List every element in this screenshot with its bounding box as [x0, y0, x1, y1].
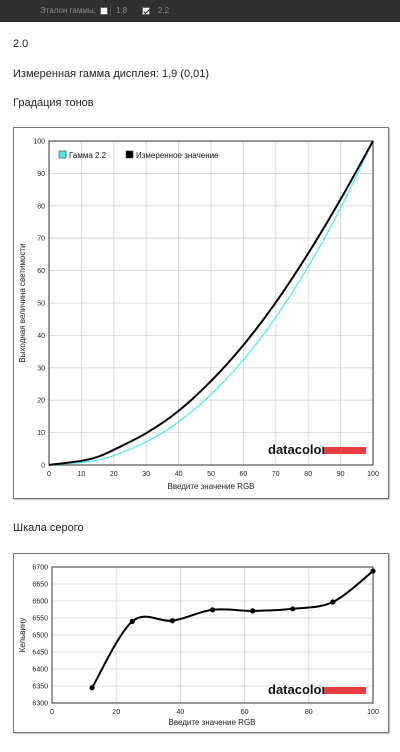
x-tick-label: 90	[337, 471, 345, 478]
data-point	[370, 568, 376, 574]
tone-gradation-svg: 0 10 20 30 40 50 60 70 80 90 100 0 10 20 30 40 50 60 70 80 9…	[18, 139, 379, 492]
y-tick-label: 10	[37, 430, 45, 437]
x-tick-label: 100	[367, 709, 379, 716]
divider	[110, 6, 111, 16]
x-tick-label: 50	[207, 471, 215, 478]
y-tick-label: 6550	[32, 616, 48, 623]
plot-frame	[51, 566, 374, 704]
y-tick-label: 30	[37, 365, 45, 372]
gray-scale-svg: 0 20 40 60 80 100 6300 6350 6400 6450 6500 6550 6600…	[18, 565, 379, 728]
x-tick-label: 80	[304, 471, 312, 478]
x-tick-label: 40	[175, 471, 183, 478]
color-temperature-line	[91, 570, 374, 689]
y-tick-label: 6500	[32, 633, 48, 640]
measured-line	[48, 140, 374, 466]
y-tick-label: 6350	[32, 684, 48, 691]
x-tick-label: 60	[240, 471, 248, 478]
x-tick-label: 60	[241, 709, 249, 716]
y-tick-label: 6300	[32, 701, 48, 708]
tone-gradation-chart: 0 10 20 30 40 50 60 70 80 90 100 0 10 20 30 40 50 60 70 80 9…	[13, 127, 389, 499]
x-tick-label: 80	[305, 709, 313, 716]
y-tick-label: 60	[37, 268, 45, 275]
y-tick-label: 100	[33, 139, 45, 146]
data-point	[129, 618, 135, 624]
datacolor-logo-bar	[324, 447, 366, 454]
x-tick-label: 100	[367, 471, 379, 478]
gamma-reference-bar: Эталон гаммы: 1.8 2.2	[0, 0, 400, 22]
legend-swatch-measured	[125, 150, 134, 159]
gamma-reference-label: Эталон гаммы:	[40, 6, 96, 15]
gray-section-title: Шкала серого	[13, 522, 84, 534]
y-tick-label: 6600	[32, 599, 48, 606]
x-tick-label: 0	[47, 471, 51, 478]
x-axis-label: Введите значение RGB	[168, 718, 255, 727]
y-tick-label: 6650	[32, 582, 48, 589]
y-tick-label: 80	[37, 203, 45, 210]
data-point	[89, 685, 95, 691]
x-tick-label: 30	[142, 471, 150, 478]
data-point	[330, 599, 336, 605]
y-tick-label: 50	[37, 301, 45, 308]
y-axis-label: Кельвину	[18, 618, 27, 653]
data-point	[209, 607, 216, 613]
gray-scale-chart: 0 20 40 60 80 100 6300 6350 6400 6450 6500 6550 6600…	[13, 553, 389, 733]
gamma-2-2-label: 2.2	[158, 6, 170, 15]
y-tick-label: 70	[37, 236, 45, 243]
legend-label-reference: Гамма 2.2	[69, 151, 107, 160]
datacolor-logo: datacolor	[268, 442, 366, 457]
x-tick-label: 70	[272, 471, 280, 478]
x-tick-label: 10	[78, 471, 86, 478]
y-tick-label: 0	[41, 463, 45, 470]
y-tick-label: 6450	[32, 650, 48, 657]
x-tick-label: 20	[112, 709, 120, 716]
reference-gamma-line	[48, 140, 374, 466]
legend: Гамма 2.2 Измеренное значение	[58, 150, 219, 160]
legend-swatch-reference	[58, 150, 67, 159]
y-tick-label: 6700	[32, 565, 48, 572]
datacolor-logo-text: datacolor	[268, 682, 327, 697]
gamma-1-8-label: 1.8	[116, 6, 128, 15]
data-point	[250, 608, 256, 614]
datacolor-logo: datacolor	[268, 682, 366, 697]
y-tick-label: 90	[37, 171, 45, 178]
legend-label-measured: Измеренное значение	[136, 151, 219, 160]
x-axis-label: Введите значение RGB	[167, 482, 254, 491]
gamma-2-2-checkbox[interactable]	[142, 7, 150, 15]
version-text: 2.0	[13, 38, 29, 50]
x-tick-label: 40	[177, 709, 185, 716]
gamma-1-8-checkbox[interactable]	[100, 7, 108, 15]
x-tick-label: 20	[110, 471, 118, 478]
data-point	[290, 606, 296, 612]
x-tick-label: 0	[50, 709, 54, 716]
y-tick-label: 20	[37, 398, 45, 405]
y-tick-label: 40	[37, 333, 45, 340]
data-point	[169, 618, 175, 624]
datacolor-logo-text: datacolor	[268, 442, 327, 457]
datacolor-logo-bar	[324, 687, 366, 694]
plot-frame	[48, 140, 374, 466]
measured-gamma-text: Измеренная гамма дисплея: 1,9 (0,01)	[13, 68, 210, 80]
y-tick-label: 6400	[32, 667, 48, 674]
y-axis-label: Выходная величина светимости	[18, 243, 27, 362]
tone-section-title: Градация тонов	[13, 97, 94, 109]
